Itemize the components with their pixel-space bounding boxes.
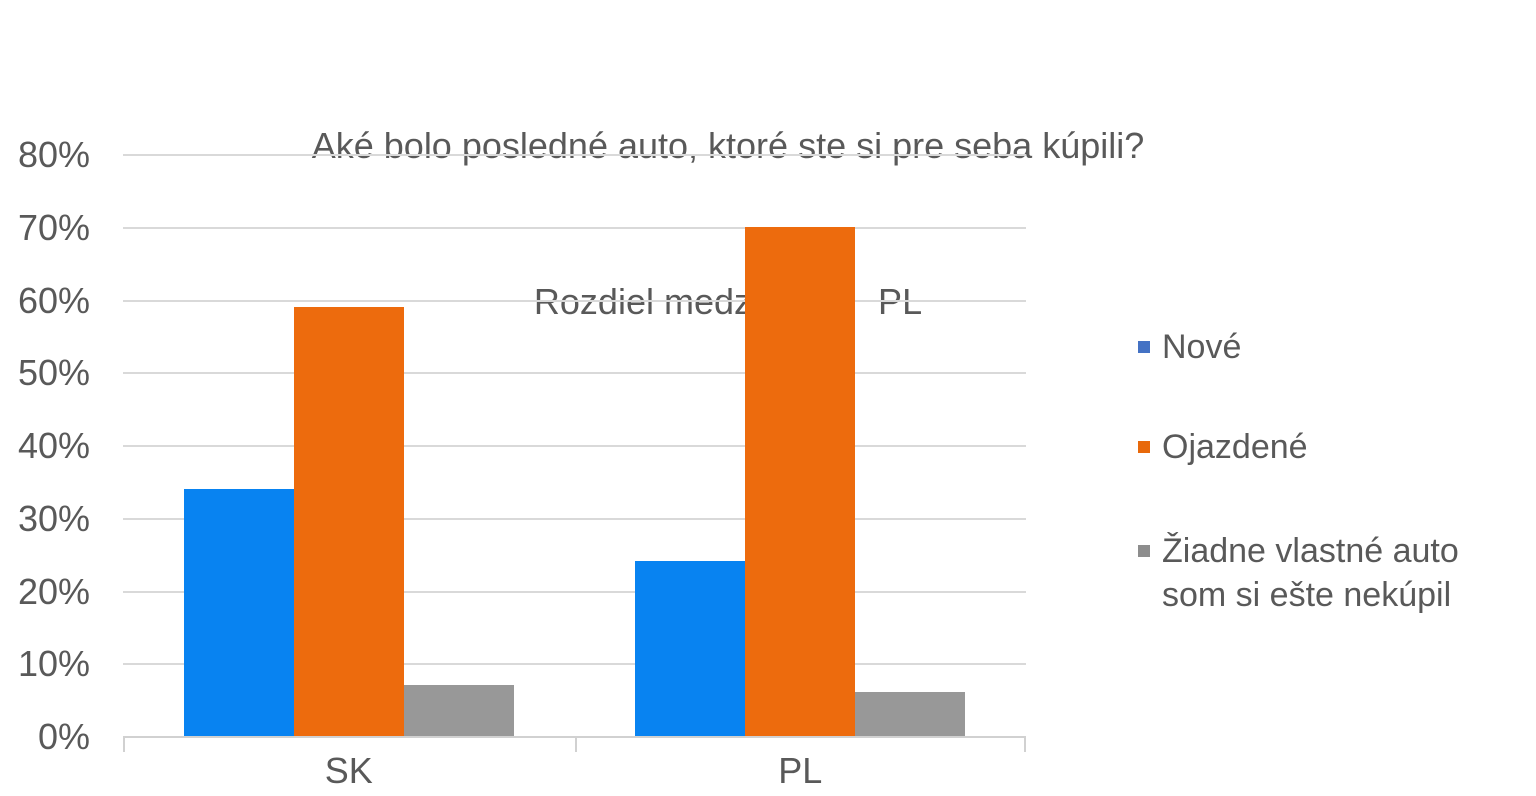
plot-area bbox=[123, 154, 1026, 752]
bar-sk-žiadne bbox=[403, 685, 514, 736]
bar-pl-žiadne bbox=[855, 692, 966, 736]
y-axis-tick-label: 40% bbox=[17, 425, 90, 466]
bar-group-sk bbox=[123, 155, 575, 736]
legend-marker-icon bbox=[1138, 441, 1150, 453]
legend-label: Nové bbox=[1162, 328, 1242, 366]
gridline-30 bbox=[123, 517, 1026, 520]
gridline-20 bbox=[123, 590, 1026, 593]
gridline-10 bbox=[123, 663, 1026, 666]
x-axis-labels: SK PL bbox=[123, 751, 1026, 791]
y-axis-tick-label: 10% bbox=[17, 643, 90, 685]
bar-group-pl bbox=[575, 155, 1027, 736]
legend-marker-icon bbox=[1138, 545, 1150, 557]
bar-sk-ojazdené bbox=[293, 306, 404, 736]
gridline-70 bbox=[123, 226, 1026, 229]
legend-label: Ojazdené bbox=[1162, 428, 1308, 466]
x-axis-label-sk: SK bbox=[324, 750, 373, 791]
y-axis-tick-label: 80% bbox=[17, 134, 90, 175]
legend-item-žiadne: Žiadne vlastné auto som si ešte nekúpil bbox=[1138, 529, 1522, 617]
legend-label: Žiadne vlastné auto som si ešte nekúpil bbox=[1162, 532, 1459, 614]
y-axis-labels: 0% 10% 20% 30% 40% 50% 60% 70% 80% bbox=[0, 134, 90, 757]
y-axis-tick-label: 50% bbox=[17, 352, 90, 394]
x-axis-label-pl: PL bbox=[778, 750, 823, 791]
bar-pl-ojazdené bbox=[745, 226, 856, 736]
y-axis-tick-label: 20% bbox=[17, 570, 90, 612]
gridline-40 bbox=[123, 445, 1026, 447]
x-axis-tick-1 bbox=[574, 736, 577, 752]
gridline-60 bbox=[123, 299, 1026, 302]
legend-item-ojazdené: Ojazdené bbox=[1138, 425, 1308, 469]
gridline-80 bbox=[123, 154, 1026, 156]
gridline-50 bbox=[123, 372, 1026, 375]
y-axis-tick-label: 0% bbox=[37, 716, 90, 757]
bar-sk-nové bbox=[183, 488, 294, 736]
bar-groups bbox=[123, 155, 1026, 736]
bar-pl-nové bbox=[635, 561, 746, 736]
legend-item-nové: Nové bbox=[1138, 325, 1241, 369]
chart-title-line1: Aké bolo posledné auto, ktoré ste si pre… bbox=[311, 125, 1145, 166]
y-axis-tick-label: 60% bbox=[17, 279, 90, 321]
x-axis-tick-2 bbox=[1024, 736, 1026, 752]
y-axis-tick-label: 70% bbox=[17, 206, 90, 248]
x-axis-tick-0 bbox=[123, 736, 125, 752]
y-axis-tick-label: 30% bbox=[17, 497, 90, 539]
legend-marker-icon bbox=[1138, 341, 1150, 353]
